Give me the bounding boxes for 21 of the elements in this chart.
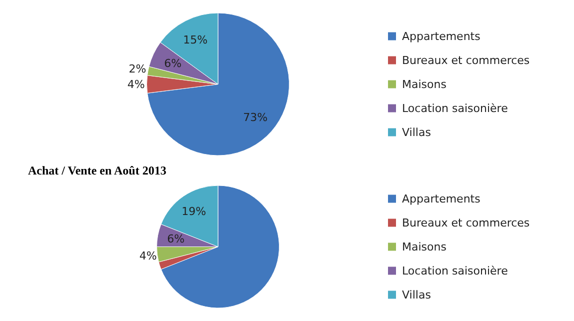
- legend-label: Villas: [402, 126, 432, 140]
- chart-title: Achat / Vente en Août 2013: [28, 164, 166, 178]
- data-label: 4%: [139, 249, 157, 262]
- data-label: 19%: [182, 205, 206, 218]
- data-label: 6%: [167, 232, 185, 246]
- data-label: 6%: [164, 56, 182, 70]
- pie-slice: [147, 12, 290, 156]
- data-label: 15%: [183, 34, 208, 47]
- legend-label: Villas: [402, 288, 432, 302]
- legend-label: Location saisonière: [402, 102, 508, 116]
- legend-label: Appartements: [402, 30, 481, 44]
- legend-label: Maisons: [402, 240, 447, 254]
- data-label: 2%: [128, 62, 146, 76]
- legend-label: Appartements: [402, 192, 481, 206]
- legend-label: Bureaux et commerces: [402, 54, 530, 68]
- legend-label: Bureaux et commerces: [402, 216, 530, 230]
- data-label: 73%: [243, 111, 268, 124]
- data-label: 4%: [127, 78, 145, 92]
- pie-slice: [160, 185, 280, 308]
- legend-label: Maisons: [402, 78, 447, 92]
- legend-label: Location saisonière: [402, 264, 508, 278]
